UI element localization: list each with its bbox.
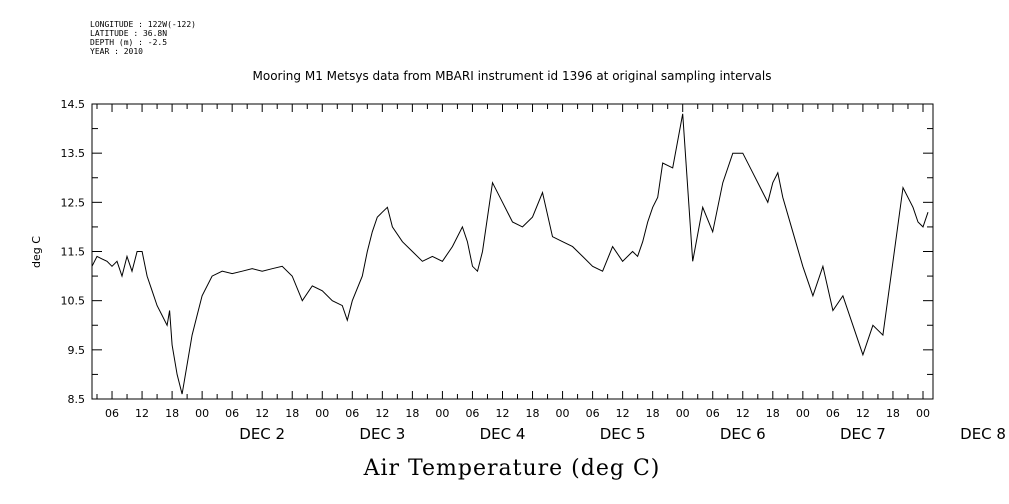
x-tick-label: 18	[886, 407, 900, 420]
x-tick-label: 06	[345, 407, 359, 420]
axis-ticks	[92, 103, 933, 400]
day-label: DEC 8	[960, 425, 1006, 443]
y-tick-label: 11.5	[61, 246, 86, 259]
x-tick-label: 18	[165, 407, 179, 420]
y-tick-label: 13.5	[61, 147, 86, 160]
x-tick-label: 00	[435, 407, 449, 420]
day-label: DEC 6	[720, 425, 766, 443]
x-tick-label: 12	[856, 407, 870, 420]
x-tick-label: 00	[556, 407, 570, 420]
x-tick-label: 06	[586, 407, 600, 420]
x-tick-label: 18	[405, 407, 419, 420]
x-tick-label: 06	[706, 407, 720, 420]
day-label: DEC 5	[600, 425, 646, 443]
y-tick-label: 14.5	[61, 98, 86, 111]
day-label: DEC 7	[840, 425, 886, 443]
x-tick-label: 00	[195, 407, 209, 420]
y-tick-label: 8.5	[68, 393, 86, 406]
latitude-label: LATITUDE : 36.8N	[90, 29, 168, 38]
y-tick-label: 10.5	[61, 295, 86, 308]
location-metadata: LONGITUDE : 122W(-122) LATITUDE : 36.8N …	[90, 20, 196, 56]
x-tick-label: 12	[495, 407, 509, 420]
axis-labels: 8.5 9.5 10.5 11.5 12.5 13.5 14.5 06 12 18 00 06 12 18…	[61, 98, 1006, 443]
day-label: DEC 2	[239, 425, 285, 443]
x-tick-label: 06	[826, 407, 840, 420]
x-tick-label: 00	[315, 407, 329, 420]
x-tick-label: 06	[225, 407, 239, 420]
x-tick-label: 18	[646, 407, 660, 420]
x-tick-label: 00	[916, 407, 930, 420]
x-tick-label: 00	[796, 407, 810, 420]
day-label: DEC 3	[359, 425, 405, 443]
x-tick-label: 18	[766, 407, 780, 420]
x-tick-label: 18	[285, 407, 299, 420]
y-axis-label: deg C	[30, 236, 43, 268]
depth-label: DEPTH (m) : -2.5	[90, 38, 168, 47]
day-label: DEC 4	[480, 425, 526, 443]
x-tick-label: 12	[616, 407, 630, 420]
y-tick-label: 9.5	[68, 344, 86, 357]
x-tick-label: 12	[135, 407, 149, 420]
longitude-label: LONGITUDE : 122W(-122)	[90, 20, 196, 29]
air-temperature-line	[91, 113, 929, 395]
x-tick-label: 00	[676, 407, 690, 420]
x-tick-label: 12	[255, 407, 269, 420]
x-tick-label: 12	[736, 407, 750, 420]
y-tick-label: 12.5	[61, 196, 86, 209]
x-tick-label: 12	[375, 407, 389, 420]
plot-frame	[91, 103, 934, 400]
x-axis-label: Air Temperature (deg C)	[363, 456, 661, 481]
x-tick-label: 06	[465, 407, 479, 420]
year-label: YEAR : 2010	[90, 47, 143, 56]
chart-title: Mooring M1 Metsys data from MBARI instru…	[253, 69, 772, 83]
x-tick-label: 18	[526, 407, 540, 420]
x-tick-label: 06	[105, 407, 119, 420]
